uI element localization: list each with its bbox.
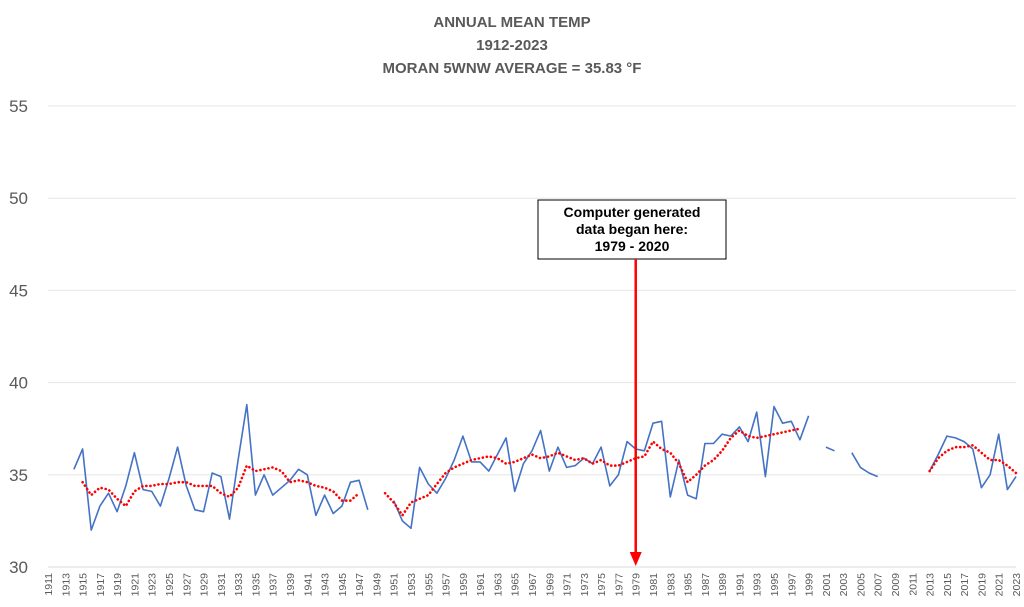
x-tick-label: 2017 [959, 573, 971, 597]
x-tick-label: 2019 [976, 573, 988, 597]
annotation-line-3: 1979 - 2020 [595, 238, 670, 254]
x-tick-label: 1929 [199, 573, 211, 597]
x-tick-label: 1911 [43, 573, 55, 596]
x-tick-label: 1997 [786, 573, 798, 597]
x-tick-label: 1973 [579, 573, 591, 597]
annotation-line-1: Computer generated [564, 204, 701, 220]
annual-mean-line [851, 452, 879, 478]
annotation-arrow-head [629, 552, 642, 566]
moving-average-line [383, 427, 802, 517]
x-tick-label: 1947 [354, 573, 366, 597]
x-tick-label: 1913 [60, 573, 72, 597]
y-tick-label: 30 [9, 558, 28, 577]
x-tick-label: 1995 [769, 573, 781, 597]
x-tick-label: 1919 [112, 573, 124, 597]
annotation-line-2: data began here: [576, 221, 688, 237]
x-tick-label: 1975 [596, 573, 608, 597]
x-tick-label: 1981 [648, 573, 660, 597]
x-tick-label: 1957 [441, 573, 453, 597]
x-tick-label: 1977 [613, 573, 625, 597]
x-tick-label: 1979 [631, 573, 643, 597]
x-tick-label: 1915 [78, 573, 90, 597]
x-tick-label: 1945 [337, 573, 349, 597]
x-tick-label: 1961 [475, 573, 487, 597]
annotation: Computer generated data began here: 1979… [537, 199, 727, 566]
x-tick-label: 1989 [717, 573, 729, 597]
x-tick-label: 1949 [371, 573, 383, 597]
x-tick-label: 2021 [994, 573, 1006, 597]
x-tick-label: 1923 [147, 573, 159, 597]
x-tick-label: 1953 [406, 573, 418, 597]
moving-average-line [928, 444, 1018, 475]
moving-average-line [81, 464, 361, 508]
x-tick-label: 1993 [752, 573, 764, 597]
x-axis-ticks: 1911 1913 1915 1917 1919 1921 1923 1925 1927 1929… [43, 573, 1023, 597]
y-tick-label: 55 [9, 97, 28, 116]
x-tick-label: 1935 [250, 573, 262, 597]
annual-mean-line [392, 405, 810, 530]
x-tick-label: 1937 [268, 573, 280, 597]
annual-mean-line [928, 433, 1017, 491]
x-tick-label: 1943 [320, 573, 332, 597]
x-tick-label: 1987 [700, 573, 712, 597]
x-tick-label: 1985 [683, 573, 695, 597]
x-tick-label: 1931 [216, 573, 228, 597]
x-tick-label: 2005 [855, 573, 867, 597]
title-line-2: 1912-2023 [476, 37, 548, 54]
title-line-1: ANNUAL MEAN TEMP [433, 14, 590, 31]
x-tick-label: 1969 [544, 573, 556, 597]
y-tick-label: 40 [9, 374, 28, 393]
y-axis-ticks: 30 35 40 45 50 55 [9, 97, 28, 577]
x-tick-label: 1951 [389, 573, 401, 597]
x-tick-label: 2011 [907, 573, 919, 596]
x-tick-label: 2009 [890, 573, 902, 597]
x-tick-label: 1991 [734, 573, 746, 597]
series-layer [73, 403, 1018, 531]
x-tick-label: 1921 [129, 573, 141, 597]
x-tick-label: 1959 [458, 573, 470, 597]
x-tick-label: 1967 [527, 573, 539, 597]
annual-mean-line [73, 403, 369, 531]
x-tick-label: 2001 [821, 573, 833, 597]
annual-mean-line [825, 446, 835, 452]
x-tick-label: 1965 [510, 573, 522, 597]
annotation-box [537, 199, 727, 260]
x-tick-label: 2013 [925, 573, 937, 597]
x-tick-label: 2015 [942, 573, 954, 597]
x-tick-label: 1983 [665, 573, 677, 597]
x-tick-label: 1971 [562, 573, 574, 597]
y-tick-label: 50 [9, 189, 28, 208]
x-tick-label: 1955 [423, 573, 435, 597]
x-tick-label: 1927 [181, 573, 193, 597]
grid-lines [48, 105, 1016, 568]
chart-title: ANNUAL MEAN TEMP 1912-2023 MORAN 5WNW AV… [383, 14, 642, 77]
x-tick-label: 2003 [838, 573, 850, 597]
y-tick-label: 45 [9, 281, 28, 300]
y-tick-label: 35 [9, 466, 28, 485]
x-tick-label: 1941 [302, 573, 314, 597]
title-line-3: MORAN 5WNW AVERAGE = 35.83 °F [383, 60, 642, 77]
x-tick-label: 1933 [233, 573, 245, 597]
x-tick-label: 1917 [95, 573, 107, 597]
x-tick-label: 1939 [285, 573, 297, 597]
x-tick-label: 2007 [873, 573, 885, 597]
x-tick-label: 1999 [804, 573, 816, 597]
x-tick-label: 1925 [164, 573, 176, 597]
x-tick-label: 2023 [1011, 573, 1023, 597]
x-tick-label: 1963 [492, 573, 504, 597]
